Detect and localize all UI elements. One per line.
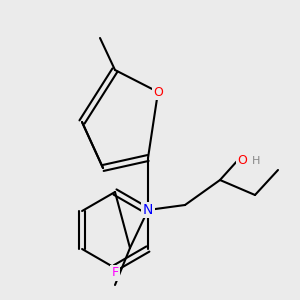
Text: O: O — [237, 154, 247, 166]
Text: O: O — [153, 85, 163, 98]
Text: F: F — [111, 266, 118, 280]
Text: H: H — [252, 156, 260, 166]
Text: N: N — [143, 203, 153, 217]
